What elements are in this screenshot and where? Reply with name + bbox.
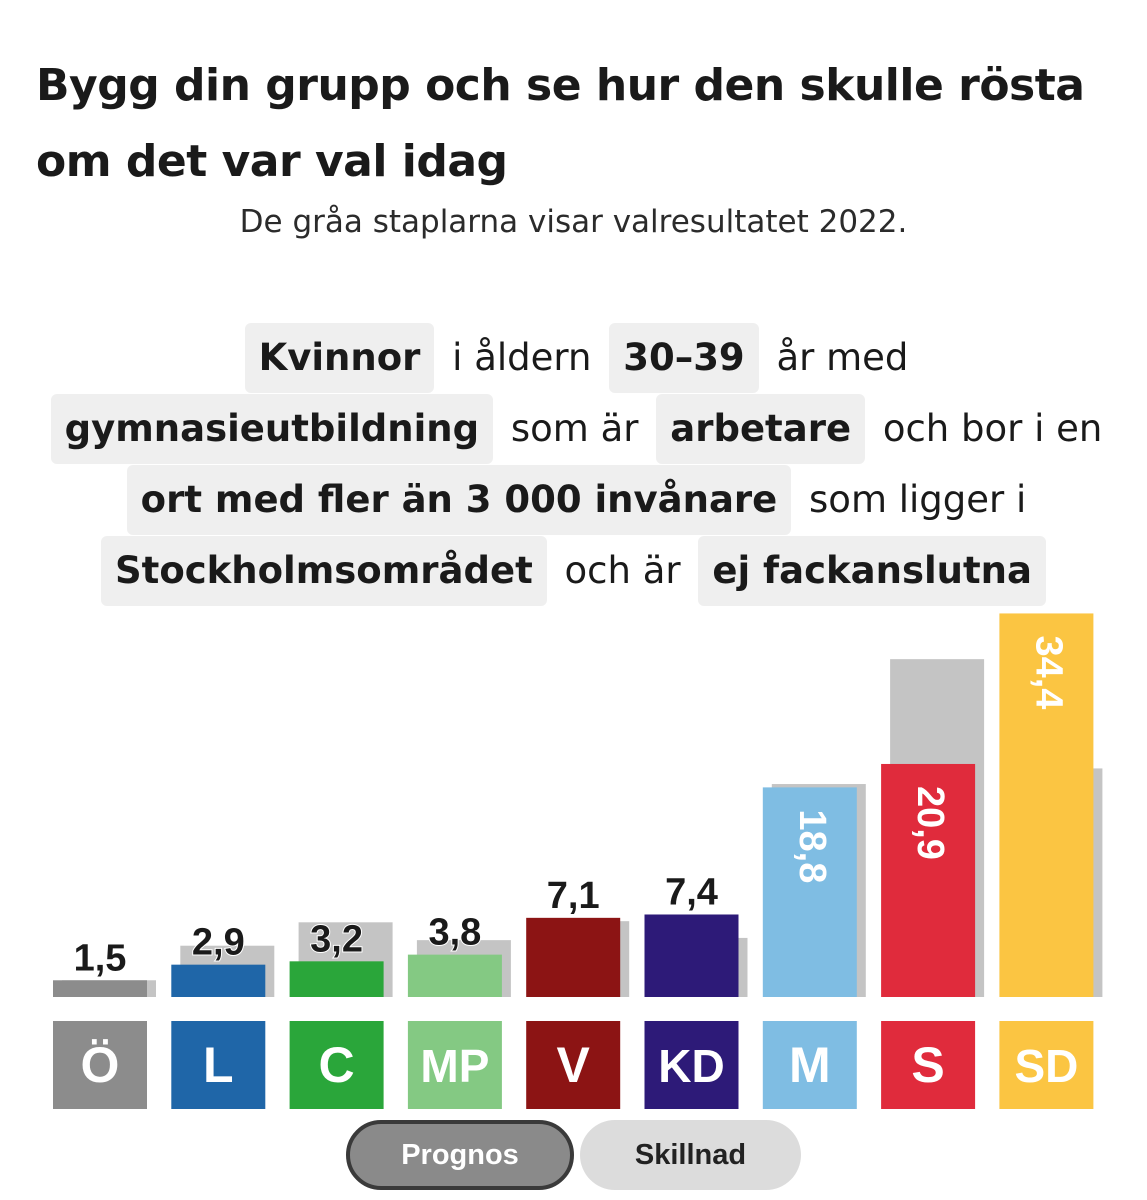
prognosis-bar-L — [171, 964, 266, 997]
party-label-S: S — [911, 1037, 944, 1093]
party-label-box-SD — [999, 1021, 1094, 1109]
bar-value-label: 2,9 — [192, 922, 245, 964]
bar-value-label: 18,8 — [791, 809, 833, 883]
settlement-selector[interactable]: ort med fler än 3 000 invånare — [126, 465, 792, 535]
prognosis-bar-C — [289, 961, 384, 997]
sentence-text: och är — [564, 549, 681, 592]
party-label-V: V — [557, 1037, 591, 1093]
party-label-box-MP — [407, 1021, 502, 1109]
group-builder-sentence: Kvinnor i åldern 30–39 år med gymnasieut… — [10, 322, 1137, 606]
party-bar-chart: 1,5 Ö 2,9 L 3,2 C 3,8 MP 7,1 V 7,4 KD 18,8 M 20,9 S 34,4… — [53, 613, 1103, 1109]
prognosis-bar-SD — [999, 613, 1094, 997]
prognosis-bar-V — [526, 917, 621, 997]
prognosis-bar-Ö — [53, 980, 147, 997]
bar-value-label: 20,9 — [909, 786, 951, 860]
party-label-box-S — [881, 1021, 976, 1109]
bar-value-label: 7,1 — [547, 875, 600, 917]
sentence-text: som ligger i — [809, 478, 1027, 521]
bar-value-label: 7,4 — [665, 871, 718, 913]
age-selector[interactable]: 30–39 — [609, 323, 759, 393]
party-label-MP: MP — [420, 1040, 489, 1092]
page-title: Bygg din grupp och se hur den skulle rös… — [36, 60, 1085, 187]
party-label-C: C — [319, 1037, 355, 1093]
party-label-Ö: Ö — [81, 1037, 120, 1093]
sentence-text: som är — [510, 407, 639, 450]
bar-value-label: 1,5 — [74, 937, 127, 979]
union-selector[interactable]: ej fackanslutna — [698, 536, 1046, 606]
chart-subtitle: De gråa staplarna visar valresultatet 20… — [239, 204, 908, 240]
occupation-selector[interactable]: arbetare — [656, 394, 866, 464]
sentence-text: i åldern — [452, 336, 592, 379]
party-label-box-V — [526, 1021, 621, 1109]
education-selector[interactable]: gymnasieutbildning — [50, 394, 494, 464]
bar-value-label: 34,4 — [1027, 635, 1069, 709]
party-label-L: L — [203, 1037, 234, 1093]
sentence-text: år med — [776, 336, 909, 379]
prognos-toggle-button[interactable]: Prognos — [346, 1120, 574, 1190]
prognosis-bar-M — [762, 787, 857, 997]
bar-value-label: 3,2 — [310, 918, 363, 960]
sentence-text: och bor i en — [882, 407, 1103, 450]
party-label-SD: SD — [1014, 1040, 1078, 1092]
party-label-M: M — [789, 1037, 831, 1093]
skillnad-toggle-button[interactable]: Skillnad — [580, 1120, 801, 1190]
prognosis-bar-MP — [407, 954, 502, 997]
region-selector[interactable]: Stockholmsområdet — [100, 536, 547, 606]
party-label-box-KD — [644, 1021, 739, 1109]
party-label-KD: KD — [658, 1040, 724, 1092]
bar-value-label: 3,8 — [428, 912, 481, 954]
party-label-box-L — [171, 1021, 266, 1109]
prognosis-bar-KD — [644, 914, 739, 997]
party-label-box-C — [289, 1021, 384, 1109]
party-label-box-M — [762, 1021, 857, 1109]
prognosis-bar-S — [881, 763, 976, 997]
party-label-box-Ö — [53, 1021, 147, 1109]
gender-selector[interactable]: Kvinnor — [244, 323, 435, 393]
